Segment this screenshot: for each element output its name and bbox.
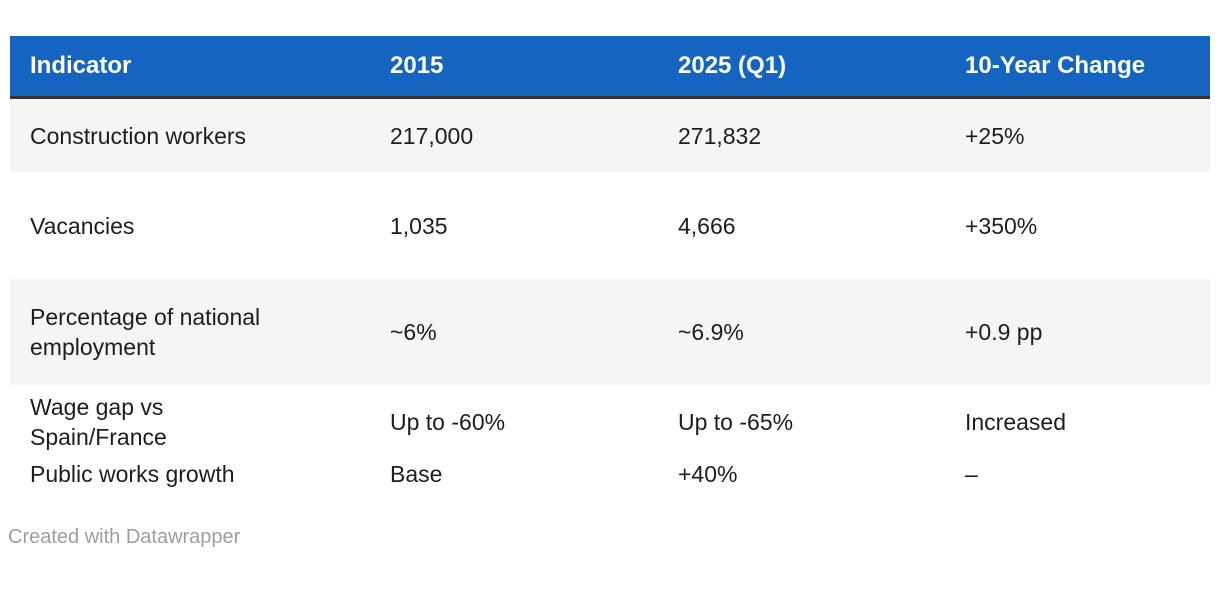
cell-change: +350% <box>965 212 1038 239</box>
table-header-row: Indicator 2015 2025 (Q1) 10-Year Change <box>10 36 1210 99</box>
cell-change: Increased <box>965 409 1067 435</box>
table-row: Vacancies 1,035 4,666 +350% <box>10 172 1210 279</box>
cell-indicator: Public works growth <box>30 461 235 487</box>
cell-2025: +40% <box>678 461 738 487</box>
cell-2025: ~6.9% <box>678 319 744 345</box>
cell-2015: 217,000 <box>390 122 474 149</box>
cell-2015: 1,035 <box>390 212 448 239</box>
table-row: Public works growth Base +40% – <box>10 459 1210 489</box>
cell-2025: 4,666 <box>678 212 736 239</box>
cell-2015: Up to -60% <box>390 409 506 435</box>
cell-change: +0.9 pp <box>965 319 1043 345</box>
cell-2025: 271,832 <box>678 122 762 149</box>
table-row: Construction workers 217,000 271,832 +25… <box>10 99 1210 172</box>
data-table: Indicator 2015 2025 (Q1) 10-Year Change … <box>10 36 1210 489</box>
cell-indicator: Percentage of national employment <box>30 304 261 360</box>
cell-2025: Up to -65% <box>678 409 794 435</box>
datawrapper-credit: Created with Datawrapper <box>8 526 241 548</box>
table-row: Percentage of national employment ~6% ~6… <box>10 279 1210 385</box>
cell-2015: ~6% <box>390 319 437 345</box>
cell-change: +25% <box>965 122 1025 149</box>
cell-indicator: Construction workers <box>30 122 247 149</box>
column-header-2015: 2015 <box>390 52 444 79</box>
cell-indicator: Vacancies <box>30 212 135 239</box>
cell-change: – <box>965 461 978 487</box>
table-row: Wage gap vs Spain/France Up to -60% Up t… <box>10 385 1210 459</box>
column-header-2025-q1: 2025 (Q1) <box>678 52 787 79</box>
cell-2015: Base <box>390 461 443 487</box>
cell-indicator: Wage gap vs Spain/France <box>30 394 167 450</box>
column-header-indicator: Indicator <box>30 52 132 79</box>
column-header-10-year-change: 10-Year Change <box>965 52 1146 79</box>
